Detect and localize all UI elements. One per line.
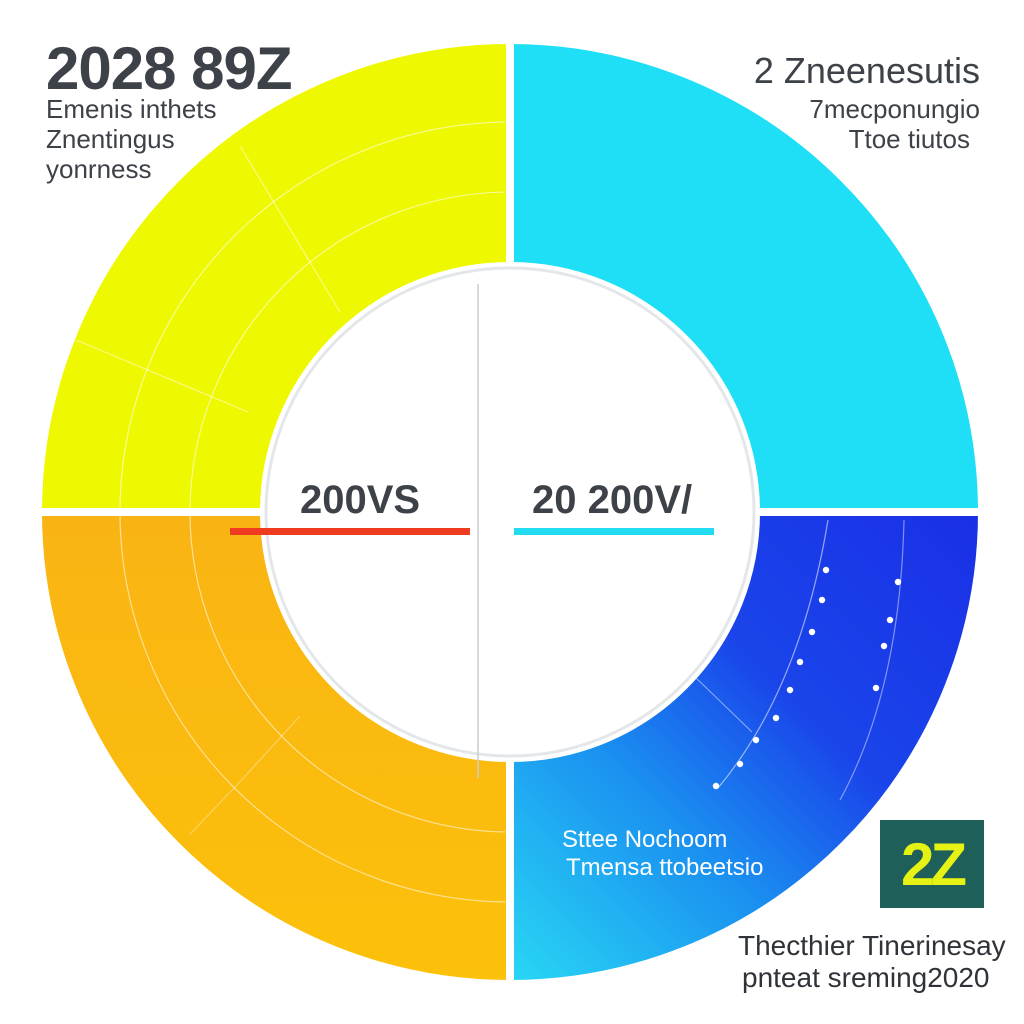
center-right-label: 20 200V/ [532, 478, 693, 522]
ring-guide-1 [189, 191, 505, 833]
header-left-line-2: Znentingus [46, 124, 175, 154]
yellow-guide-1 [239, 145, 341, 313]
header-right-line-1: 7mecponungio [809, 94, 980, 124]
inner-note-line-1: Sttee Nochoom [562, 826, 728, 853]
donut-slice-2 [506, 508, 987, 989]
blue-dot-12 [880, 642, 888, 650]
header-right-title: 2 Zneenesutis [753, 50, 980, 91]
header-right-line-2: Ttoe tiutos [848, 124, 970, 154]
blue-dot-7 [752, 736, 760, 744]
footer-line-2: pnteat sreming2020 [742, 962, 990, 993]
badge-logo: 2Z [880, 820, 984, 908]
center-left-indicator [230, 528, 470, 535]
orange-guide-2 [235, 715, 301, 787]
blue-dot-2 [818, 596, 826, 604]
footer-line-1: Thecthier Tinerinesay [738, 930, 1006, 961]
header-left-line-1: Emenis inthets [46, 94, 217, 124]
blue-dot-10 [894, 578, 902, 586]
header-left-line-3: yonrness [46, 154, 152, 184]
ring-guide-2 [119, 121, 505, 903]
donut-slice-3 [33, 508, 514, 989]
blue-tick-line [693, 675, 753, 733]
blue-dot-3 [808, 628, 816, 636]
blue-dot-9 [712, 782, 720, 790]
blue-curve-2 [839, 519, 905, 801]
donut-slice-1 [506, 35, 987, 516]
donut-slice-4 [33, 35, 514, 516]
orange-guide-1 [189, 785, 237, 835]
blue-dot-8 [736, 760, 744, 768]
header-left-title: 2028 89Z [46, 35, 293, 102]
inner-note-line-2: Tmensa ttobeetsio [566, 854, 764, 881]
blue-dot-6 [772, 714, 780, 722]
center-left-label: 200VS [300, 478, 421, 522]
blue-dot-4 [796, 658, 804, 666]
blue-dot-1 [822, 566, 830, 574]
blue-dot-5 [786, 686, 794, 694]
center-right-indicator [514, 528, 714, 535]
blue-dot-13 [872, 684, 880, 692]
blue-dot-11 [886, 616, 894, 624]
yellow-guide-2 [75, 339, 249, 413]
donut-hole [264, 266, 756, 758]
